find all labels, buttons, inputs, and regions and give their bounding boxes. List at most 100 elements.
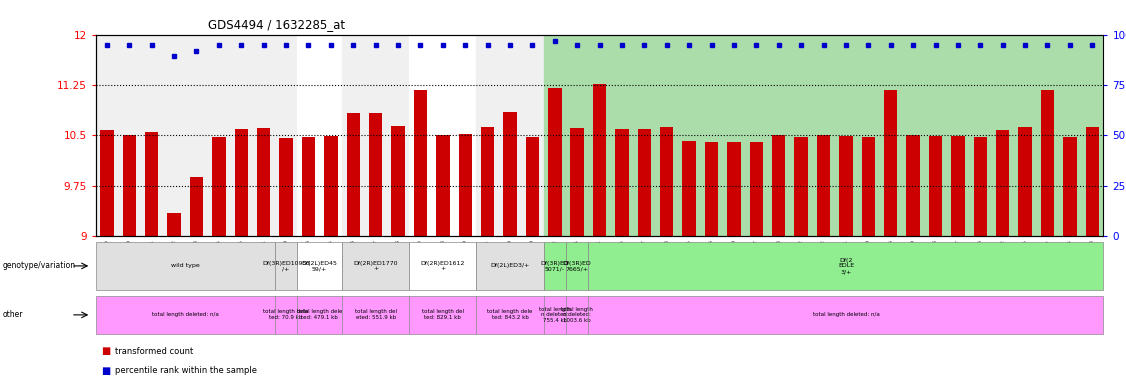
Bar: [297, 35, 342, 236]
Bar: [682, 141, 696, 236]
Text: total length
n deleted:
755.4 kb: total length n deleted: 755.4 kb: [539, 306, 571, 323]
Text: GSM848349: GSM848349: [911, 239, 915, 275]
Bar: [589, 35, 1103, 236]
Bar: [476, 35, 544, 236]
Text: GSM848342: GSM848342: [821, 239, 826, 275]
Text: GSM848340: GSM848340: [530, 239, 535, 275]
Text: Df(3R)ED
5071/-: Df(3R)ED 5071/-: [540, 260, 569, 271]
Bar: [458, 134, 472, 236]
Bar: [660, 127, 673, 236]
Bar: [1018, 127, 1031, 236]
Text: total length dele
ted: 70.9 kb: total length dele ted: 70.9 kb: [263, 310, 309, 320]
Text: GSM848361: GSM848361: [485, 239, 490, 275]
Text: GSM848353: GSM848353: [1090, 239, 1094, 275]
Text: total length deleted: n/a: total length deleted: n/a: [813, 312, 879, 318]
Text: GSM848336: GSM848336: [709, 239, 714, 275]
Bar: [544, 242, 566, 290]
Bar: [566, 35, 589, 236]
Bar: [476, 242, 544, 290]
Bar: [342, 35, 409, 236]
Text: GSM848328: GSM848328: [440, 239, 445, 275]
Bar: [526, 137, 539, 236]
Text: GSM848362: GSM848362: [553, 239, 557, 275]
Text: transformed count: transformed count: [115, 347, 193, 356]
Text: GSM848346: GSM848346: [888, 239, 893, 275]
Bar: [795, 137, 807, 236]
Text: GSM848341: GSM848341: [843, 239, 848, 275]
Bar: [257, 128, 270, 236]
Bar: [302, 137, 315, 236]
Bar: [544, 35, 566, 236]
Text: Df(3R)ED10953
/+: Df(3R)ED10953 /+: [262, 260, 311, 271]
Text: GSM848326: GSM848326: [306, 239, 311, 275]
Bar: [96, 35, 275, 236]
Text: total length dele
ted: 479.1 kb: total length dele ted: 479.1 kb: [297, 310, 342, 320]
Text: GSM848327: GSM848327: [373, 239, 378, 275]
Bar: [637, 129, 651, 236]
Text: GSM848356: GSM848356: [977, 239, 983, 275]
Text: Df(2L)ED45
59/+: Df(2L)ED45 59/+: [302, 260, 338, 271]
Bar: [705, 142, 718, 236]
Text: GSM848329: GSM848329: [508, 239, 512, 275]
Text: Df(2R)ED1612
+: Df(2R)ED1612 +: [421, 260, 465, 271]
Bar: [212, 137, 225, 236]
Text: GSM848320: GSM848320: [127, 239, 132, 275]
Bar: [906, 136, 920, 236]
Text: GSM848333: GSM848333: [664, 239, 669, 275]
Bar: [1040, 90, 1054, 236]
Text: total length
n deleted:
1003.6 kb: total length n deleted: 1003.6 kb: [561, 306, 593, 323]
Text: Df(2L)ED3/+: Df(2L)ED3/+: [490, 263, 529, 268]
Bar: [324, 136, 338, 236]
Bar: [392, 126, 404, 236]
Text: GSM848352: GSM848352: [1000, 239, 1006, 275]
Text: GDS4494 / 1632285_at: GDS4494 / 1632285_at: [208, 18, 346, 31]
Bar: [234, 129, 248, 236]
Text: GSM848325: GSM848325: [239, 239, 243, 275]
Text: total length deleted: n/a: total length deleted: n/a: [152, 312, 218, 318]
Text: GSM848348: GSM848348: [933, 239, 938, 275]
Bar: [951, 136, 965, 236]
Bar: [861, 137, 875, 236]
Text: GSM848338: GSM848338: [395, 239, 401, 275]
Text: GSM848359: GSM848359: [284, 239, 288, 275]
Text: GSM848339: GSM848339: [463, 239, 467, 275]
Bar: [816, 136, 830, 236]
Bar: [548, 88, 562, 236]
Text: genotype/variation: genotype/variation: [2, 262, 75, 270]
Bar: [279, 138, 293, 236]
Text: wild type: wild type: [171, 263, 199, 268]
Text: GSM848337: GSM848337: [754, 239, 759, 275]
Bar: [589, 242, 1103, 290]
Bar: [100, 130, 114, 236]
Text: Df(2
EDLE
3/+: Df(2 EDLE 3/+: [838, 258, 854, 274]
Text: GSM848334: GSM848334: [329, 239, 333, 275]
Bar: [275, 35, 297, 236]
Text: GSM848355: GSM848355: [1022, 239, 1028, 275]
Text: GSM848322: GSM848322: [171, 239, 177, 275]
Text: GSM848330: GSM848330: [732, 239, 736, 275]
Bar: [168, 213, 181, 236]
Text: percentile rank within the sample: percentile rank within the sample: [115, 366, 257, 375]
Text: total length dele
ted: 843.2 kb: total length dele ted: 843.2 kb: [488, 310, 533, 320]
Text: GSM848344: GSM848344: [574, 239, 580, 275]
Bar: [275, 242, 297, 290]
Text: GSM848350: GSM848350: [866, 239, 870, 275]
Bar: [929, 136, 942, 236]
Bar: [571, 128, 584, 236]
Text: GSM848358: GSM848358: [351, 239, 356, 275]
Bar: [566, 242, 589, 290]
Text: GSM848335: GSM848335: [687, 239, 691, 275]
Text: GSM848351: GSM848351: [597, 239, 602, 275]
Bar: [1063, 137, 1076, 236]
Bar: [342, 242, 409, 290]
Bar: [369, 113, 383, 236]
Bar: [409, 35, 476, 236]
Bar: [839, 136, 852, 236]
Bar: [190, 177, 203, 236]
Bar: [145, 132, 159, 236]
Text: GSM848319: GSM848319: [105, 239, 109, 275]
Bar: [347, 113, 360, 236]
Text: Df(3R)ED
7665/+: Df(3R)ED 7665/+: [563, 260, 591, 271]
Text: GSM848345: GSM848345: [619, 239, 625, 275]
Text: GSM848357: GSM848357: [642, 239, 646, 275]
